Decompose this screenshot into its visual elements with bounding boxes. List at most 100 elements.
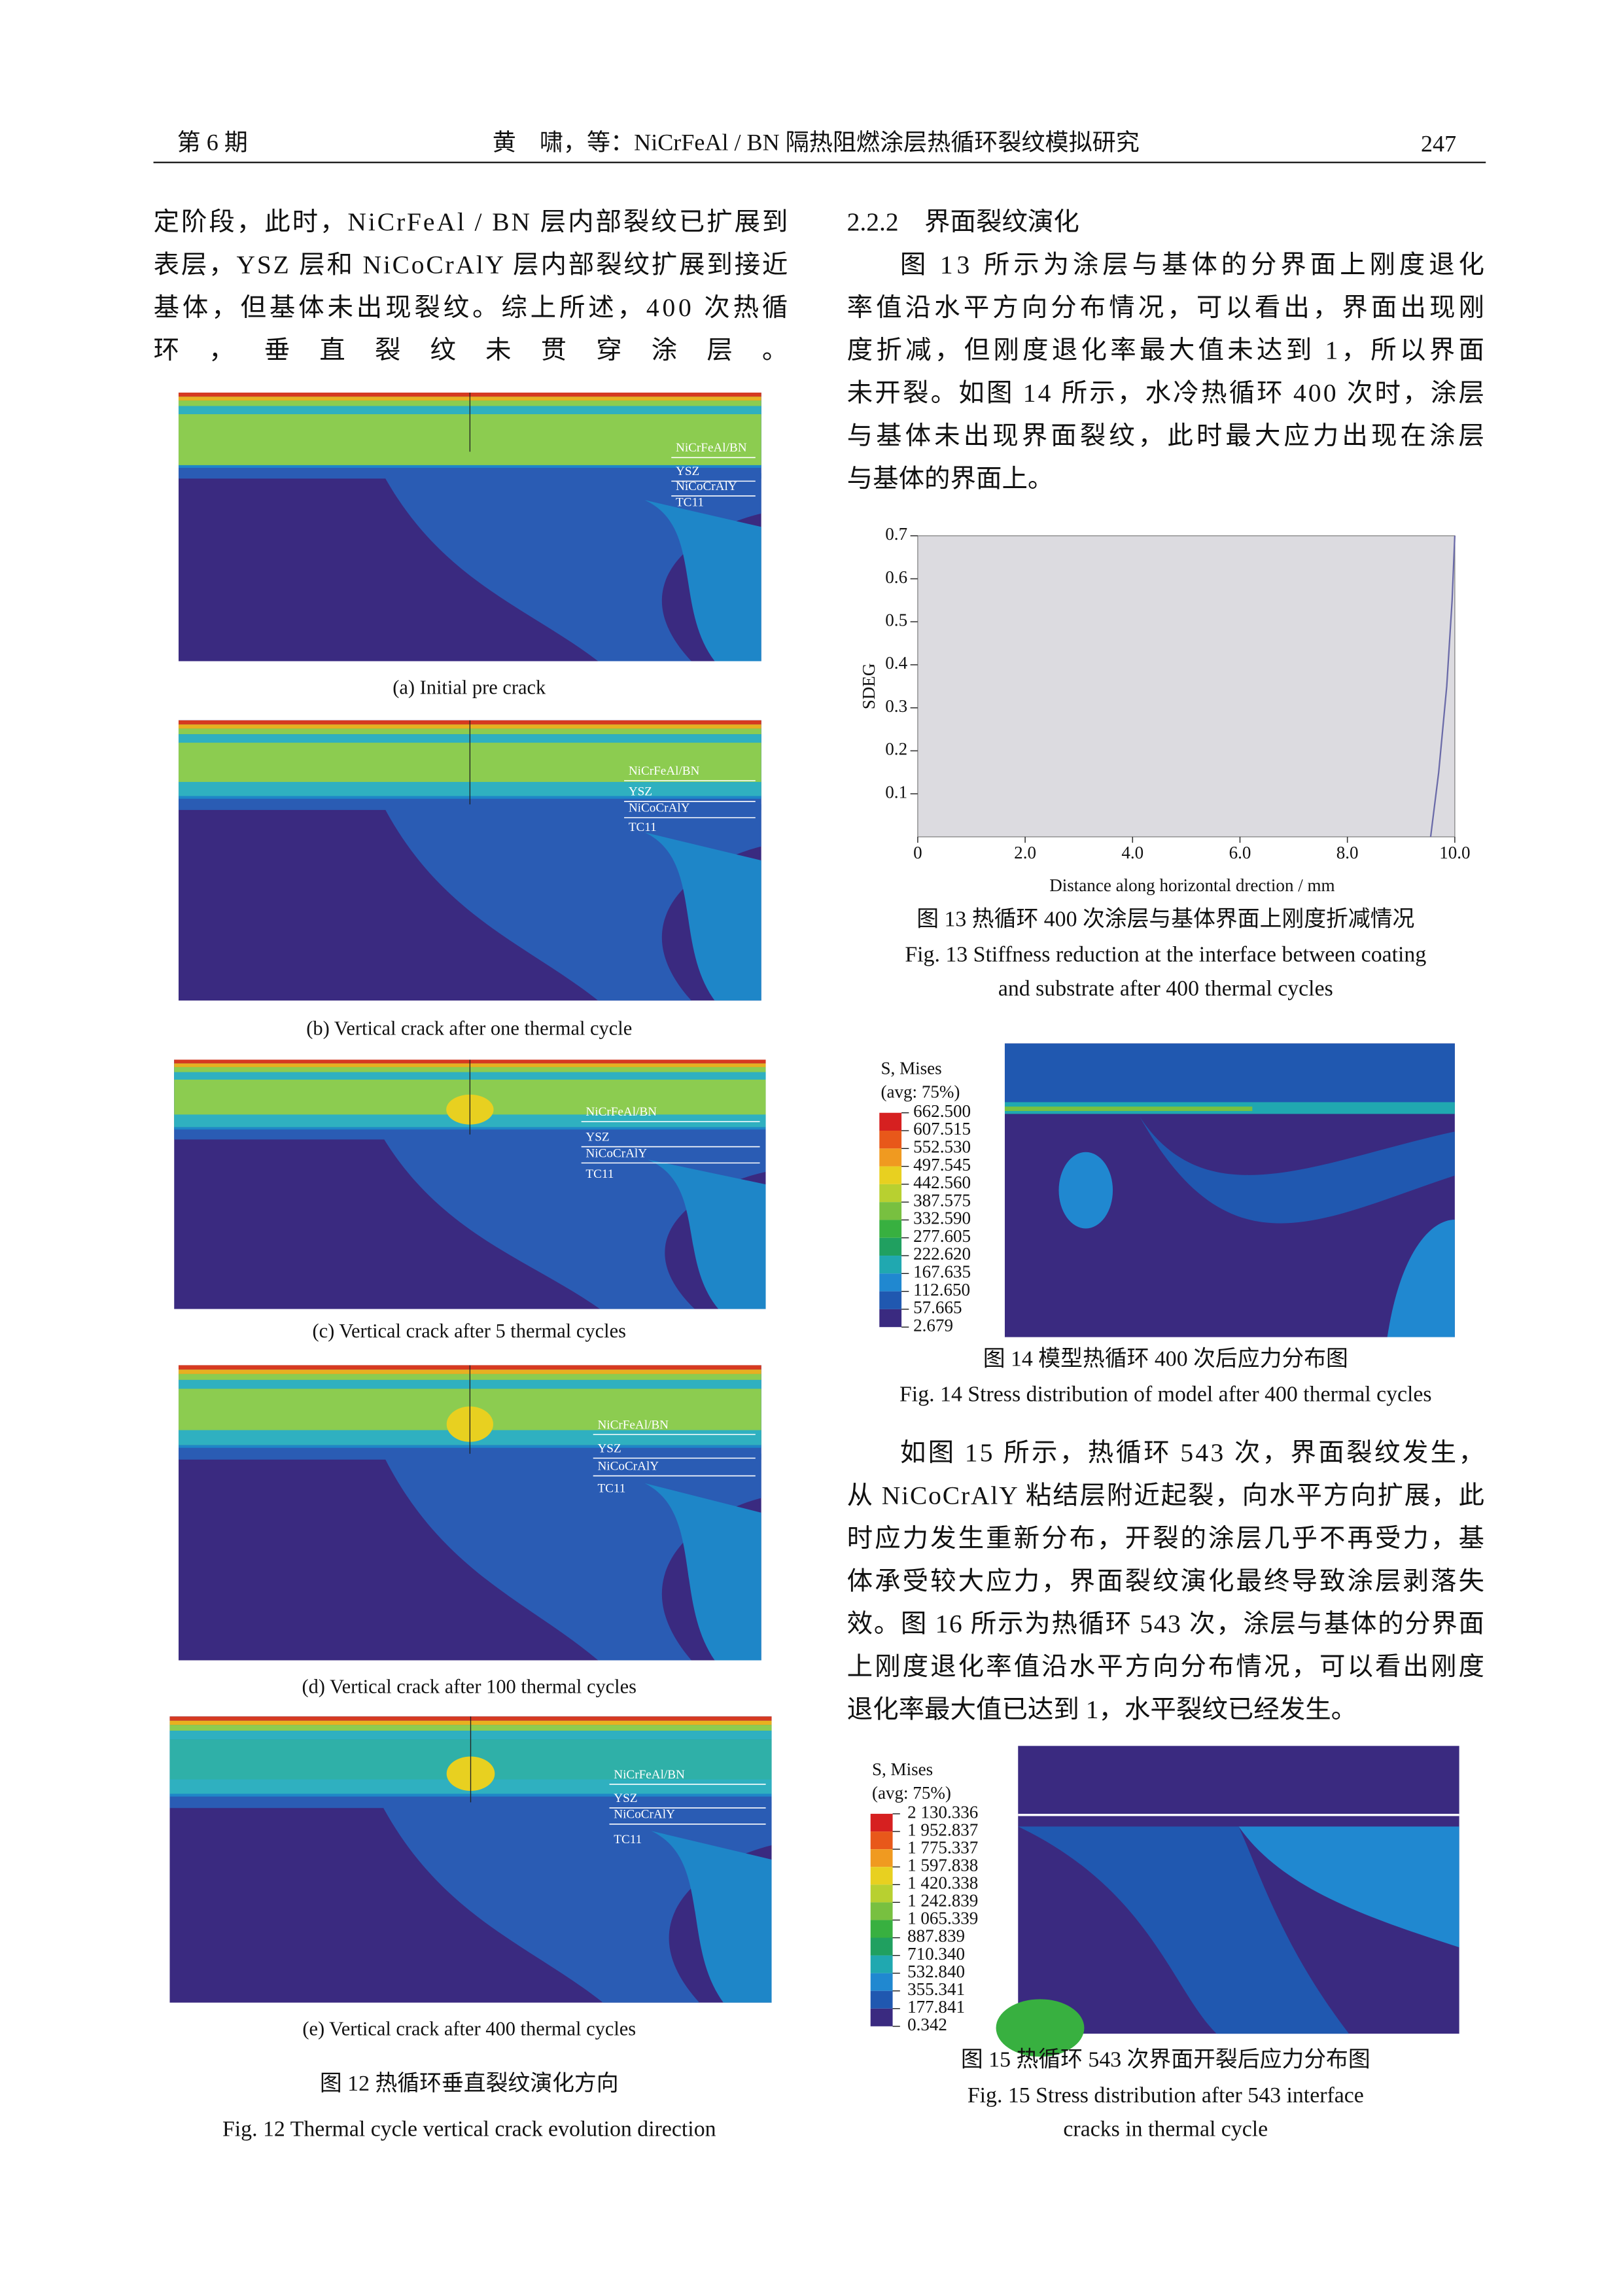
contour-plot: NiCrFeAl/BN YSZ NiCoCrAlY TC11 bbox=[169, 1716, 772, 2003]
header-page: 247 bbox=[1421, 131, 1456, 157]
legend-swatch bbox=[870, 1831, 893, 1850]
layer-label: YSZ bbox=[585, 1130, 609, 1144]
stress-region bbox=[1140, 1116, 1455, 1224]
figure-caption-en: Fig. 14 Stress distribution of model aft… bbox=[899, 1383, 1432, 1407]
legend-value: 710.340 bbox=[907, 1944, 965, 1964]
figure-caption-cn: 图 13 热循环 400 次涂层与基体界面上刚度折减情况 bbox=[916, 906, 1414, 931]
legend-value: 1 420.338 bbox=[907, 1873, 978, 1893]
data-line bbox=[1429, 535, 1456, 838]
contour-region bbox=[380, 1802, 772, 2003]
contour-region bbox=[382, 804, 761, 1001]
legend-title: (avg: 75%) bbox=[872, 1783, 951, 1803]
contour-region bbox=[647, 1159, 766, 1309]
layer-label: NiCrFeAl/BN bbox=[629, 764, 700, 778]
x-tick-label: 6.0 bbox=[1229, 843, 1251, 862]
legend-swatch bbox=[870, 1867, 893, 1885]
header-issue: 第 6 期 bbox=[177, 129, 248, 155]
legend-value: 1 775.337 bbox=[907, 1837, 978, 1857]
layer-label: NiCoCrAlY bbox=[614, 1808, 675, 1822]
body-line: 表层，YSZ 层和 NiCoCrAlY 层内部裂纹扩展到接近 bbox=[154, 250, 788, 279]
y-tick-label: 0.3 bbox=[885, 696, 907, 716]
legend-value: 57.665 bbox=[913, 1298, 962, 1317]
x-tick-label: 10.0 bbox=[1439, 843, 1470, 862]
contour-fields bbox=[169, 1716, 772, 2003]
legend-swatch bbox=[870, 1955, 893, 1973]
body-line: 未开裂。如图 14 所示，水冷热循环 400 次时，涂层 bbox=[847, 379, 1484, 408]
stress-region bbox=[996, 1999, 1085, 2057]
contour-fields bbox=[178, 393, 761, 662]
stress-region bbox=[1238, 1826, 1459, 1948]
legend-value: 607.515 bbox=[913, 1119, 971, 1139]
x-axis-label: Distance along horizontal drection / mm bbox=[1049, 875, 1335, 895]
legend-value: 1 242.839 bbox=[907, 1891, 978, 1911]
legend-value: 355.341 bbox=[907, 1979, 965, 1999]
panel-caption: (b) Vertical crack after one thermal cyc… bbox=[306, 1017, 632, 1039]
y-tick-label: 0.6 bbox=[885, 567, 907, 587]
legend-swatch bbox=[870, 1902, 893, 1920]
layer-label: YSZ bbox=[676, 465, 699, 478]
stress-region bbox=[1018, 1826, 1350, 2034]
contour-fields bbox=[178, 1365, 761, 1661]
layer-label: TC11 bbox=[585, 1167, 614, 1181]
panel-caption: (c) Vertical crack after 5 thermal cycle… bbox=[313, 1320, 626, 1342]
legend-value: 2 130.336 bbox=[907, 1802, 978, 1822]
header-title: 黄 啸，等：NiCrFeAl / BN 隔热阻燃涂层热循环裂纹模拟研究 bbox=[493, 129, 1140, 155]
legend-title: S, Mises bbox=[881, 1059, 942, 1078]
stress-region bbox=[1004, 1043, 1455, 1103]
stress-region bbox=[1058, 1152, 1113, 1229]
layer-label: TC11 bbox=[614, 1833, 642, 1846]
legend-value: 277.605 bbox=[913, 1226, 971, 1246]
y-tick-label: 0.7 bbox=[885, 524, 907, 544]
figure-caption-en: cracks in thermal cycle bbox=[1063, 2117, 1268, 2142]
contour-fields bbox=[178, 720, 761, 1001]
stress-region bbox=[1387, 1220, 1455, 1337]
legend-swatch bbox=[870, 1973, 893, 1991]
x-tick-label: 2.0 bbox=[1014, 843, 1036, 862]
legend-swatch bbox=[879, 1202, 902, 1220]
layer-label: NiCoCrAlY bbox=[676, 480, 737, 493]
x-tick-label: 8.0 bbox=[1336, 843, 1359, 862]
legend-title: (avg: 75%) bbox=[881, 1082, 960, 1102]
layer-label: NiCrFeAl/BN bbox=[585, 1105, 657, 1119]
legend-swatch bbox=[879, 1184, 902, 1203]
figure-caption-en: and substrate after 400 thermal cycles bbox=[998, 976, 1333, 1000]
body-line: 从 NiCoCrAlY 粘结层附近起裂，向水平方向扩展，此 bbox=[847, 1481, 1484, 1510]
legend-swatch bbox=[879, 1166, 902, 1184]
body-line: 定阶段，此时，NiCrFeAl / BN 层内部裂纹已扩展到 bbox=[154, 207, 788, 236]
contour-region bbox=[381, 1134, 766, 1309]
legend-swatch bbox=[879, 1256, 902, 1274]
panel-caption: (d) Vertical crack after 100 thermal cyc… bbox=[302, 1675, 637, 1697]
body-line: 与基体的界面上。 bbox=[847, 464, 1054, 493]
legend-swatch bbox=[879, 1112, 902, 1131]
layer-label: NiCoCrAlY bbox=[629, 801, 690, 815]
layer-label: NiCrFeAl/BN bbox=[676, 441, 747, 455]
legend-value: 177.841 bbox=[907, 1997, 965, 2017]
figure-caption-cn: 图 14 模型热循环 400 次后应力分布图 bbox=[983, 1346, 1348, 1371]
legend-value: 532.840 bbox=[907, 1962, 965, 1981]
legend-swatch bbox=[870, 1814, 893, 1832]
body-line: 退化率最大值已达到 1，水平裂纹已经发生。 bbox=[847, 1695, 1357, 1723]
legend-value: 887.839 bbox=[907, 1926, 965, 1946]
layer-label: NiCoCrAlY bbox=[597, 1459, 659, 1473]
body-line: 上刚度退化率值沿水平方向分布情况，可以看出刚度 bbox=[847, 1652, 1484, 1681]
contour-plot: NiCrFeAl/BN YSZ NiCoCrAlY TC11 bbox=[178, 393, 761, 662]
y-tick-label: 0.4 bbox=[885, 653, 907, 673]
figure-caption-en: Fig. 15 Stress distribution after 543 in… bbox=[968, 2083, 1364, 2108]
legend-value: 442.560 bbox=[913, 1173, 971, 1192]
panel-caption: (e) Vertical crack after 400 thermal cyc… bbox=[302, 2018, 636, 2040]
body-line: 时应力发生重新分布，开裂的涂层几乎不再受力，基 bbox=[847, 1524, 1484, 1553]
contour-region bbox=[382, 473, 761, 662]
legend-value: 2.679 bbox=[913, 1315, 953, 1335]
legend-swatch bbox=[879, 1220, 902, 1238]
legend-value: 1 597.838 bbox=[907, 1855, 978, 1875]
contour-plot: NiCrFeAl/BN YSZ NiCoCrAlY TC11 bbox=[178, 1365, 761, 1661]
contour-plot: NiCrFeAl/BN YSZ NiCoCrAlY TC11 bbox=[174, 1059, 766, 1309]
plot-area bbox=[917, 535, 1456, 838]
contour-fields bbox=[174, 1059, 766, 1309]
y-axis-label: SDEG bbox=[859, 663, 879, 710]
legend-value: 497.545 bbox=[913, 1155, 971, 1174]
y-tick-label: 0.1 bbox=[885, 782, 907, 802]
legend-value: 1 065.339 bbox=[907, 1909, 978, 1928]
y-tick-label: 0.2 bbox=[885, 739, 907, 759]
body-line: 效。图 16 所示为热循环 543 次，涂层与基体的分界面 bbox=[847, 1610, 1484, 1638]
